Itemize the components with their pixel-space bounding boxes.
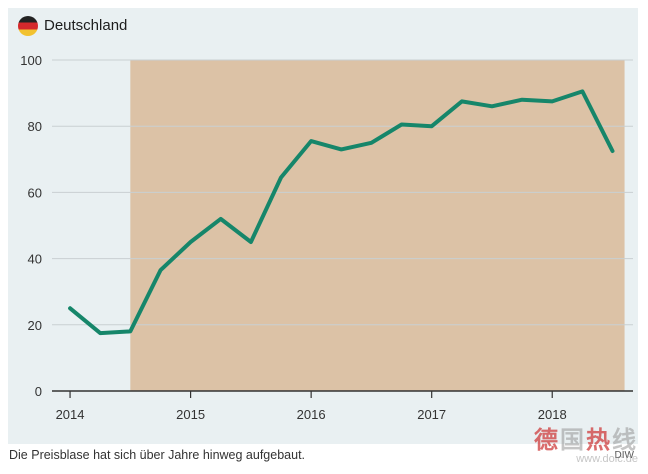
germany-flag-icon (18, 16, 38, 36)
y-tick-label: 80 (28, 119, 42, 134)
x-tick-label: 2014 (56, 407, 85, 422)
y-tick-label: 20 (28, 318, 42, 333)
watermark-text: 德国热线 (534, 420, 638, 455)
y-tick-label: 40 (28, 252, 42, 267)
watermark-char: 热 (586, 426, 612, 454)
watermark-char: 国 (560, 426, 586, 454)
watermark-char: 德 (534, 426, 560, 454)
x-tick-label: 2017 (417, 407, 446, 422)
gridlines (52, 59, 633, 392)
x-axis: 2014 2015 2016 2017 2018 (56, 391, 567, 422)
y-tick-label: 100 (20, 53, 42, 68)
series-line (68, 89, 615, 336)
y-tick-label: 60 (28, 185, 42, 200)
y-tick-label: 0 (35, 384, 42, 399)
x-tick-label: 2016 (297, 407, 326, 422)
x-tick-label: 2015 (176, 407, 205, 422)
chart-title: Deutschland (44, 17, 128, 34)
y-axis-ticks: 0 20 40 60 80 100 (20, 53, 42, 399)
chart-caption: Die Preisblase hat sich über Jahre hinwe… (9, 448, 306, 462)
highlight-band (130, 60, 625, 391)
source-label: DIW (614, 450, 634, 461)
watermark-url: www.dolc.de (576, 453, 638, 465)
watermark-char: 线 (612, 426, 638, 454)
watermark-logo: 德国热线 www.dolc.de (534, 420, 638, 465)
x-tick-label: 2018 (538, 407, 567, 422)
